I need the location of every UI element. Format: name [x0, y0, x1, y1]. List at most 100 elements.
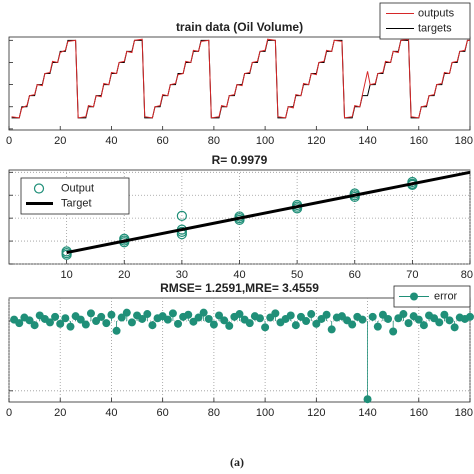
stem-point: [97, 312, 106, 321]
stem-point: [307, 310, 316, 319]
x-tick-label: 40: [105, 407, 117, 419]
stem-point: [148, 321, 157, 330]
stem-point: [348, 320, 357, 329]
x-tick-label: 60: [157, 135, 169, 147]
stem-point: [389, 327, 398, 336]
stem-point: [291, 321, 300, 330]
legend-label: outputs: [418, 7, 455, 19]
stem-point: [168, 309, 177, 318]
stem-point: [302, 317, 311, 326]
chart-title: RMSE= 1.2591,MRE= 3.4559: [160, 281, 319, 295]
x-tick-label: 20: [54, 407, 66, 419]
stem-point: [51, 312, 60, 321]
stem-point: [81, 320, 90, 329]
stem-point: [225, 321, 234, 330]
legend-label: error: [434, 290, 458, 302]
stem-point: [255, 314, 264, 323]
chart-title: train data (Oil Volume): [176, 20, 303, 34]
stem-point: [122, 308, 131, 317]
stem-point: [373, 322, 382, 331]
chart-title: R= 0.9979: [212, 153, 268, 167]
stem-point: [184, 310, 193, 319]
x-tick-label: 140: [358, 407, 376, 419]
stem-point: [25, 316, 34, 325]
stem-point: [194, 313, 203, 322]
stem-point: [322, 310, 331, 319]
stem-point: [327, 325, 336, 334]
stem-point: [86, 309, 95, 318]
stem-point: [138, 314, 147, 323]
stem-point: [163, 315, 172, 324]
stem-point: [143, 310, 152, 319]
stem-point: [419, 321, 428, 330]
x-tick-label: 20: [118, 269, 130, 281]
stem-point: [107, 310, 116, 319]
stem-point: [199, 308, 208, 317]
x-tick-label: 80: [208, 135, 220, 147]
x-tick-label: 10: [61, 269, 73, 281]
stem-point: [286, 311, 295, 320]
legend-swatch: [410, 292, 418, 301]
stem-point: [174, 319, 183, 328]
stem-point: [368, 312, 377, 321]
stem-point: [312, 319, 321, 328]
stem-point: [127, 318, 136, 327]
stem-point: [384, 314, 393, 323]
legend-label: Target: [61, 197, 92, 209]
x-tick-label: 100: [256, 407, 274, 419]
stem-point: [445, 316, 454, 325]
x-tick-label: 120: [307, 407, 325, 419]
x-tick-label: 160: [410, 407, 428, 419]
data-point: [176, 210, 187, 221]
legend-label: targets: [418, 22, 452, 34]
x-tick-label: 0: [6, 135, 12, 147]
x-tick-label: 120: [307, 135, 325, 147]
x-tick-label: 20: [54, 135, 66, 147]
stem-point: [466, 312, 474, 321]
x-tick-label: 180: [455, 135, 473, 147]
stem-point: [102, 319, 111, 328]
legend-swatch: [33, 183, 45, 194]
x-tick-label: 70: [406, 269, 418, 281]
x-tick-label: 40: [105, 135, 117, 147]
legend-box: [379, 2, 471, 40]
stem-point: [76, 315, 85, 324]
stem-point: [112, 326, 121, 335]
fit-line: [66, 170, 471, 255]
x-tick-label: 160: [410, 135, 428, 147]
x-tick-label: 40: [233, 269, 245, 281]
stem-point: [30, 321, 39, 330]
x-tick-label: 30: [176, 269, 188, 281]
x-tick-label: 140: [358, 135, 376, 147]
stem-point: [220, 316, 229, 325]
stem-point: [440, 310, 449, 319]
stem-point: [209, 320, 218, 329]
stem-point: [399, 310, 408, 319]
stem-point: [245, 319, 254, 328]
x-tick-label: 80: [208, 407, 220, 419]
stem-point: [271, 309, 280, 318]
stem-point: [435, 318, 444, 327]
x-tick-label: 80: [461, 269, 473, 281]
stem-point: [363, 395, 372, 404]
stem-point: [404, 319, 413, 328]
stem-point: [56, 319, 65, 328]
stem-point: [235, 310, 244, 319]
stem-point: [45, 318, 54, 327]
stem-point: [358, 315, 367, 324]
stem-point: [261, 323, 270, 332]
legend-label: Output: [61, 182, 94, 194]
x-tick-label: 180: [455, 407, 473, 419]
x-tick-label: 60: [349, 269, 361, 281]
caption: (a): [230, 455, 244, 469]
stem-point: [61, 314, 70, 323]
legend-box: [393, 285, 471, 308]
stem-point: [414, 315, 423, 324]
stem-point: [204, 314, 213, 323]
data-line: [11, 38, 470, 119]
x-tick-label: 60: [157, 407, 169, 419]
stem-point: [15, 319, 24, 328]
stem-point: [450, 323, 459, 332]
x-tick-label: 100: [256, 135, 274, 147]
